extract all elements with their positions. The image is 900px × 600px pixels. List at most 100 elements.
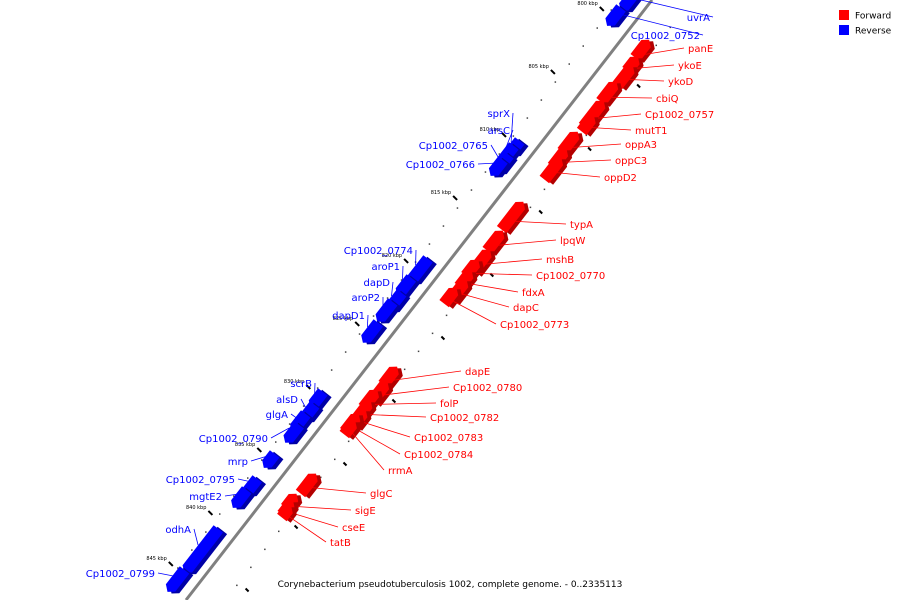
label-leader [402, 265, 404, 283]
minor-tick-dot [250, 566, 252, 569]
gene-arrow [165, 566, 190, 592]
label-leader [611, 97, 653, 99]
gene-label-arop1: aroP1 [371, 262, 400, 273]
gene-arrow [539, 157, 564, 184]
label-leader [573, 143, 622, 148]
gene-arrow [605, 4, 626, 26]
label-leader [157, 572, 175, 577]
gene-label-dapc: dapC [513, 303, 539, 314]
gene-label-cp1002-0780: Cp1002_0780 [453, 383, 522, 394]
label-leader [392, 370, 462, 381]
label-leader [309, 487, 367, 494]
scale-label: 815 kbp [431, 190, 451, 196]
gene-label-cp1002-0770: Cp1002_0770 [536, 271, 605, 282]
scale-label: 805 kbp [529, 64, 549, 70]
gene-arrow [576, 115, 596, 136]
minor-tick-dot [456, 207, 459, 209]
label-leader [373, 402, 437, 405]
minor-tick-dot [247, 477, 249, 479]
gene-label-ykod: ykoD [668, 77, 693, 88]
gene-label-cp1002-0773: Cp1002_0773 [500, 320, 569, 331]
label-leader [595, 113, 642, 119]
gene-arrow [488, 156, 508, 176]
label-leader [365, 414, 427, 418]
scale-label: 830 kbp [284, 379, 304, 385]
legend-swatch-reverse [839, 25, 849, 35]
gene-arrow [496, 201, 525, 234]
scale-major-tick [168, 561, 174, 567]
minor-ticks [177, 9, 671, 587]
gene-arrow [619, 0, 637, 11]
gene-label-sprx: sprX [487, 109, 510, 120]
minor-tick-dot [428, 243, 431, 245]
scale-minor-tick [293, 524, 299, 530]
minor-tick-dot [568, 63, 570, 65]
gene-arrow [283, 421, 304, 443]
gene-label-ykoe: ykoE [678, 61, 702, 72]
minor-tick-dot [302, 405, 305, 407]
minor-tick-dot [669, 26, 671, 29]
minor-tick-dot [320, 476, 322, 479]
scale-minor-tick [244, 587, 250, 593]
minor-tick-dot [275, 441, 277, 443]
minor-tick-dot [484, 171, 487, 173]
gene-label-cp1002-0757: Cp1002_0757 [645, 110, 714, 121]
scale-major-tick [354, 321, 360, 327]
label-leader [504, 129, 514, 151]
minor-tick-dot [529, 206, 532, 209]
gene-label-cp1002-0790: Cp1002_0790 [199, 434, 268, 445]
gene-label-cp1002-0783: Cp1002_0783 [414, 433, 483, 444]
label-leader [300, 398, 306, 408]
minor-tick-dot [582, 45, 584, 47]
gene-arrow [630, 39, 651, 62]
gene-arrow [407, 255, 433, 283]
gene-arrow [375, 298, 398, 322]
minor-tick-dot [288, 423, 291, 425]
gene-arrow [339, 420, 357, 439]
minor-tick-dot [278, 530, 280, 533]
gene-label-cbiq: cbiQ [656, 94, 679, 105]
minor-tick-dot [512, 135, 515, 137]
gene-arrow [231, 486, 252, 508]
minor-tick-dot [655, 44, 657, 47]
gene-label-typa: typA [570, 220, 593, 231]
label-leader [477, 162, 495, 165]
gene-arrow [596, 81, 619, 106]
minor-tick-dot [417, 350, 420, 353]
minor-tick-dot [585, 134, 588, 137]
genome-backbone [184, 0, 654, 600]
gene-label-glgc: glgC [370, 489, 392, 500]
label-leader [467, 283, 519, 293]
label-leader [354, 428, 401, 455]
minor-tick-dot [264, 548, 266, 551]
scale-major-tick [550, 69, 556, 75]
label-leader [588, 127, 632, 131]
gene-label-sige: sigE [355, 506, 376, 517]
gene-arrow [295, 473, 318, 498]
gene-arrow [308, 388, 328, 408]
gene-label-oppd2: oppD2 [604, 173, 637, 184]
gene-arrow [277, 505, 293, 522]
minor-tick-dot [236, 584, 238, 587]
gene-label-pane: panE [688, 44, 713, 55]
gene-label-cp1002-0774: Cp1002_0774 [344, 246, 413, 257]
gene-label-csee: cseE [342, 523, 365, 534]
minor-tick-dot [400, 279, 403, 281]
gene-label-fdxa: fdxA [522, 288, 545, 299]
gene-label-rrma: rrmA [388, 466, 413, 477]
gene-label-oppc3: oppC3 [615, 156, 647, 167]
scale-minor-tick [391, 398, 397, 404]
label-leader [561, 159, 612, 163]
gene-label-arop2: aroP2 [351, 293, 380, 304]
scale-ticks: 800 kbp 805 kbp 810 kbp 815 kbp 820 kbp 825 k… [146, 1, 641, 593]
scale-minor-tick [440, 335, 446, 341]
gene-arrow [361, 319, 384, 343]
minor-tick-dot [540, 99, 543, 101]
gene-label-dape: dapE [465, 367, 490, 378]
gene-label-lpqw: lpqW [560, 236, 585, 247]
label-leader [515, 221, 567, 225]
minor-tick-dot [498, 153, 501, 155]
gene-label-oppa3: oppA3 [625, 140, 657, 151]
gene-label-cp1002-0782: Cp1002_0782 [430, 413, 499, 424]
gene-arrow [612, 65, 635, 90]
